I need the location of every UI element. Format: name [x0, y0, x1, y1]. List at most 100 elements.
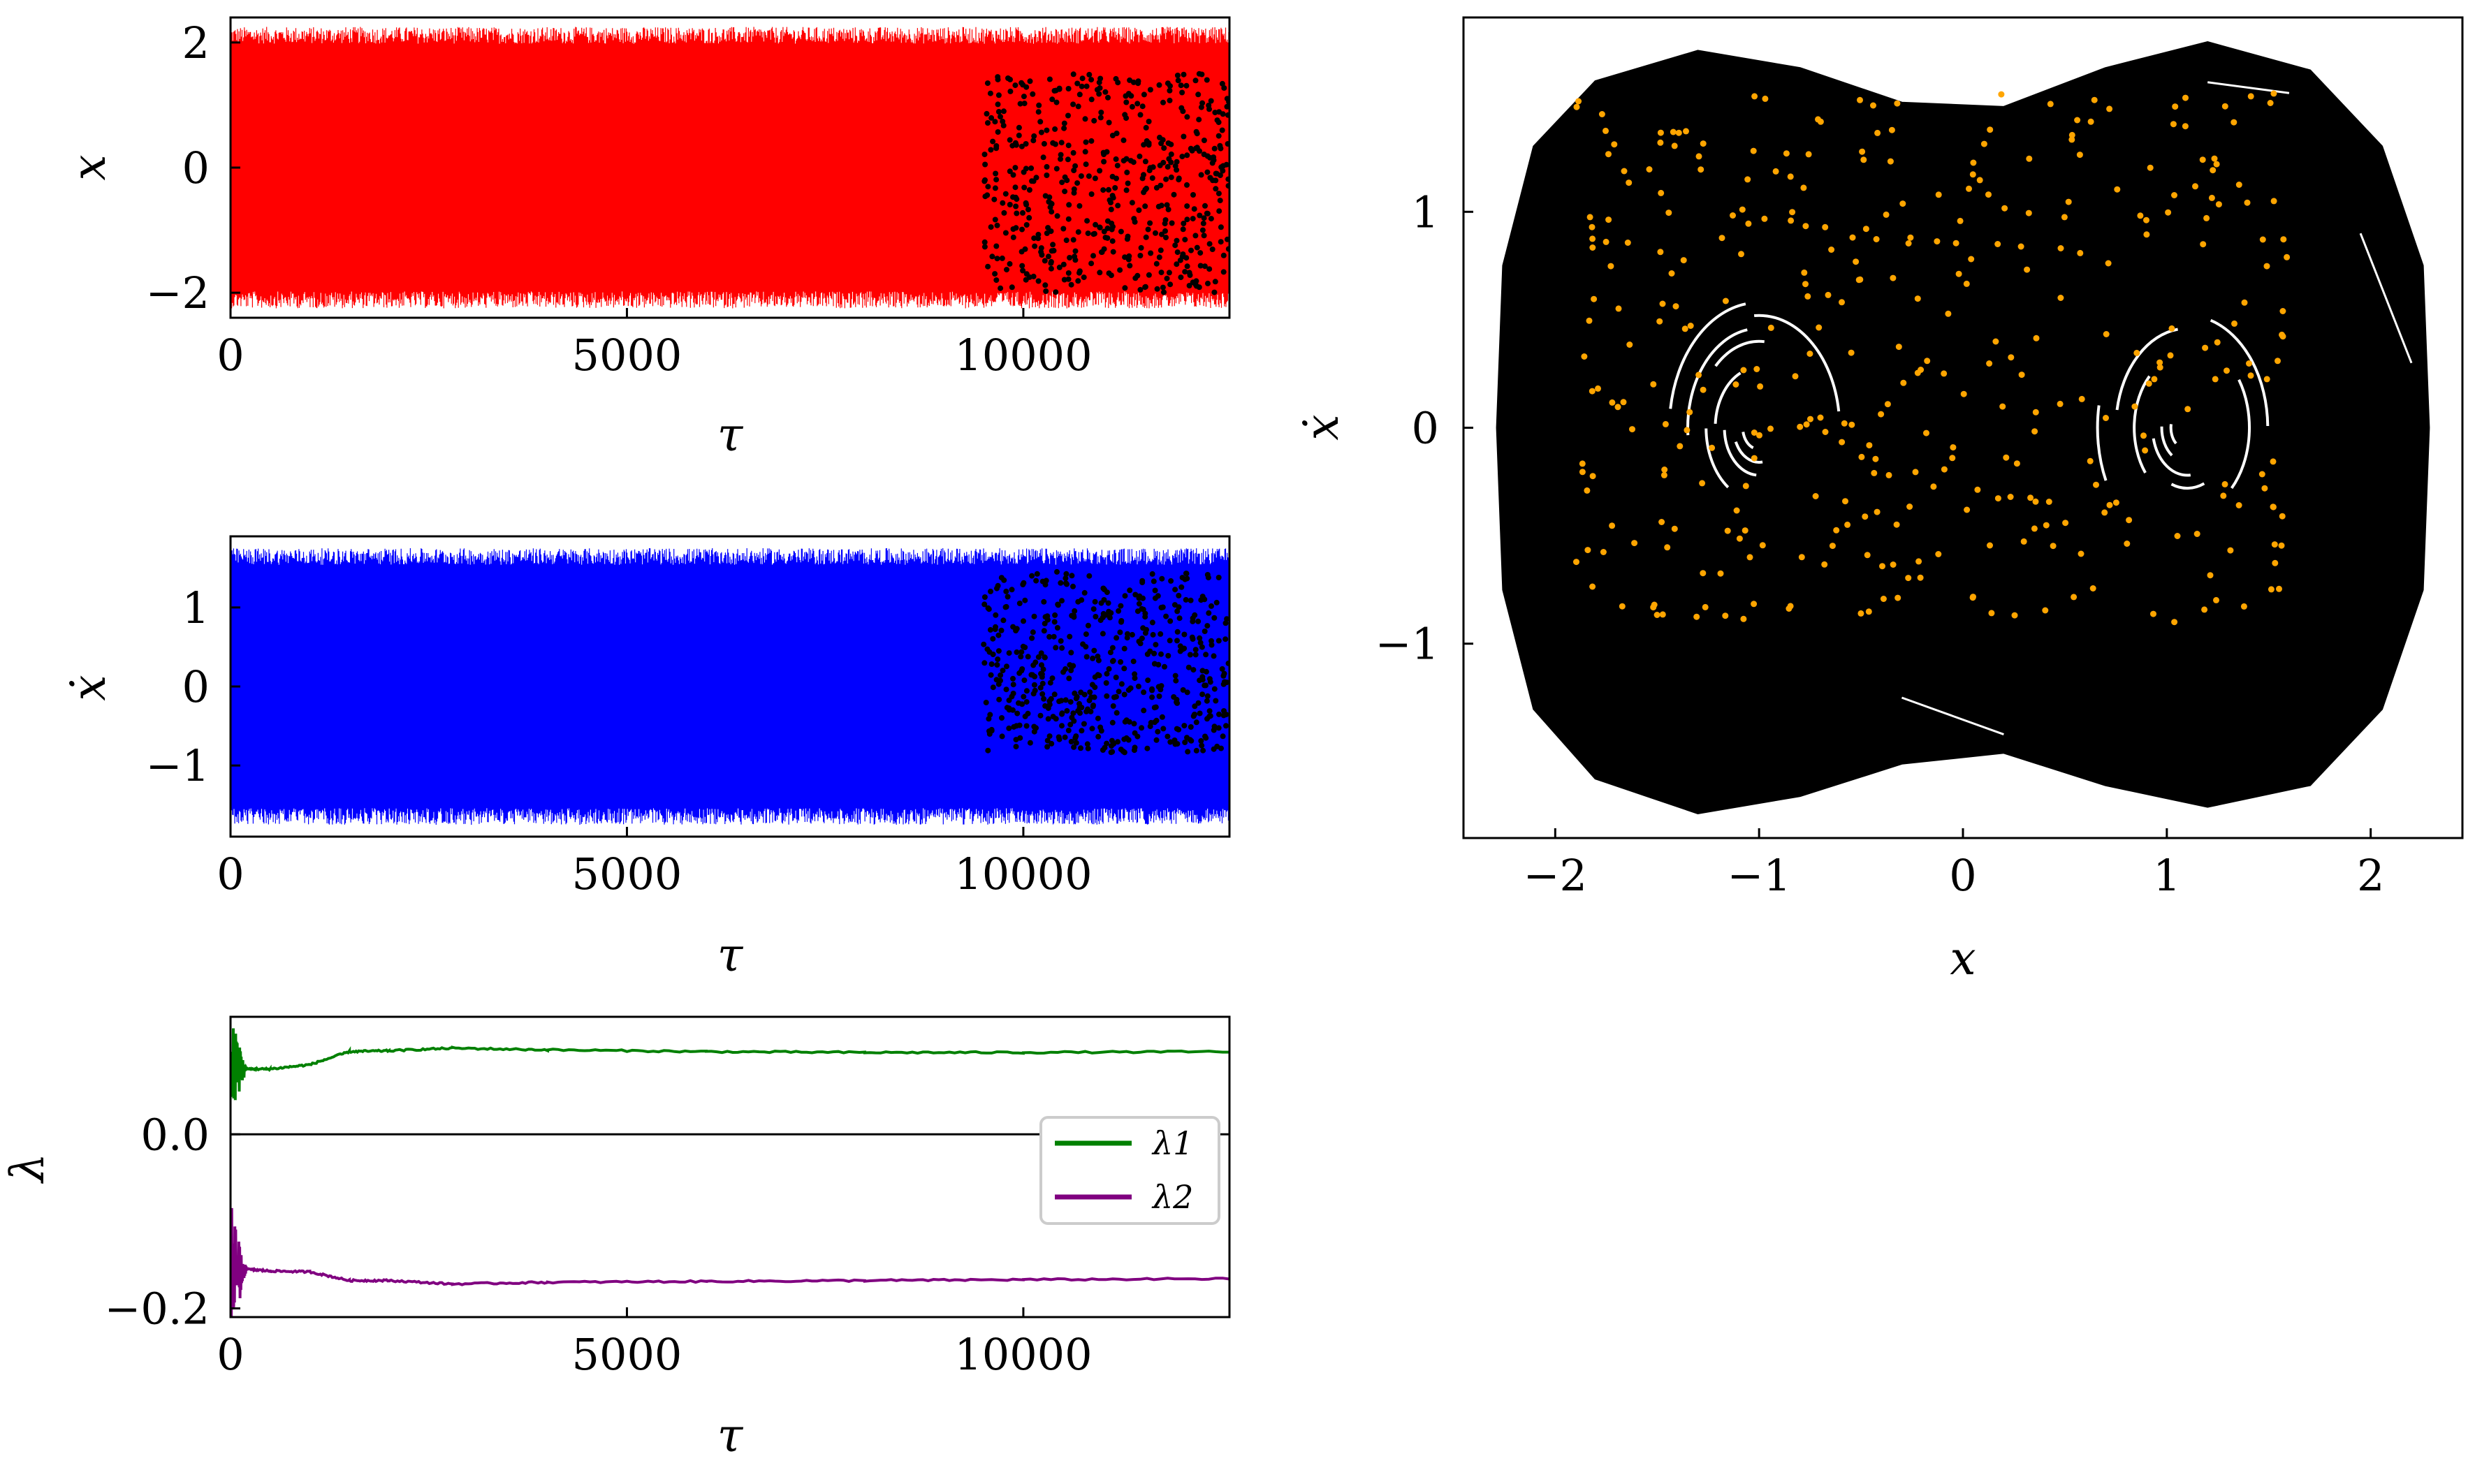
poincare-point — [1202, 263, 1208, 270]
section-point — [2231, 320, 2237, 327]
poincare-point — [1044, 744, 1051, 750]
section-point — [2279, 513, 2286, 520]
poincare-point — [1025, 654, 1031, 660]
section-point — [2077, 249, 2084, 256]
panel-lyapunov: 0 5000 10000 −0.2 0.0 τ λ λ1 λ2 — [1, 1015, 1231, 1462]
xdot-series-plot-area — [231, 548, 1229, 825]
poincare-point — [1078, 173, 1084, 179]
poincare-point — [1031, 728, 1037, 735]
poincare-point — [981, 239, 988, 245]
section-point — [2026, 155, 2033, 162]
poincare-point — [1052, 126, 1058, 132]
poincare-point — [1113, 156, 1119, 162]
section-point — [1660, 471, 1667, 478]
poincare-point — [1180, 646, 1186, 652]
poincare-point — [1187, 737, 1193, 743]
section-point — [1964, 506, 1971, 513]
section-point — [2142, 447, 2149, 454]
trajectory-gap — [1714, 372, 1742, 424]
section-point — [1661, 466, 1668, 473]
section-point — [1746, 554, 1753, 561]
poincare-point — [1121, 666, 1127, 672]
phase-yticks: −1 0 1 — [1375, 186, 1473, 670]
poincare-point — [994, 222, 1000, 228]
poincare-point — [1187, 272, 1193, 278]
poincare-point — [1073, 740, 1079, 746]
section-point — [2259, 236, 2266, 243]
poincare-point — [1088, 77, 1095, 83]
section-point — [2193, 531, 2200, 537]
section-point — [2114, 186, 2121, 193]
poincare-point — [1215, 725, 1222, 731]
poincare-point — [1163, 176, 1169, 182]
poincare-point — [1117, 267, 1123, 273]
poincare-point — [1025, 207, 1031, 212]
poincare-point — [1102, 744, 1108, 751]
poincare-point — [1012, 140, 1019, 146]
section-point — [2150, 610, 2156, 617]
xtick-label: 5000 — [572, 848, 682, 899]
section-point — [1992, 338, 1999, 345]
section-point — [1853, 258, 1860, 265]
poincare-point — [1190, 713, 1197, 719]
section-point — [2182, 123, 2189, 130]
poincare-point — [1009, 693, 1015, 700]
poincare-point — [1142, 203, 1148, 210]
poincare-point — [1206, 610, 1212, 616]
poincare-point — [988, 224, 994, 230]
poincare-point — [1121, 645, 1127, 652]
poincare-point — [1026, 214, 1032, 221]
section-point — [1817, 414, 1824, 421]
poincare-point — [1182, 269, 1188, 275]
section-point — [2270, 198, 2277, 205]
poincare-point — [1176, 604, 1182, 610]
poincare-point — [1075, 598, 1081, 605]
section-point — [1753, 366, 1760, 372]
section-point — [1812, 493, 1819, 499]
poincare-point — [1037, 119, 1044, 125]
poincare-point — [1043, 288, 1049, 294]
section-point — [2047, 101, 2054, 108]
poincare-point — [1083, 654, 1090, 660]
poincare-point — [1093, 614, 1099, 619]
poincare-point — [1143, 234, 1149, 240]
poincare-point — [1147, 648, 1153, 654]
poincare-point — [1041, 628, 1047, 634]
poincare-point — [1118, 228, 1124, 235]
poincare-point — [1204, 210, 1211, 216]
poincare-point — [1065, 86, 1072, 91]
poincare-point — [1120, 137, 1127, 143]
section-point — [1844, 521, 1851, 528]
poincare-point — [1075, 278, 1081, 284]
poincare-point — [1076, 268, 1083, 274]
section-point — [1994, 495, 2001, 502]
poincare-point — [1195, 618, 1202, 624]
x-series-ylabel: x — [62, 154, 116, 180]
poincare-point — [1102, 89, 1109, 95]
section-point — [1792, 373, 1799, 380]
poincare-point — [995, 656, 1001, 662]
section-point — [1950, 444, 1957, 451]
poincare-point — [1211, 727, 1217, 733]
lyapunov-yticks: −0.2 0.0 — [104, 1109, 240, 1335]
poincare-point — [1191, 206, 1197, 212]
poincare-point — [1159, 714, 1165, 720]
poincare-point — [995, 632, 1002, 638]
poincare-point — [1016, 601, 1023, 606]
poincare-point — [1199, 644, 1205, 650]
poincare-point — [1023, 699, 1030, 705]
poincare-point — [1204, 698, 1210, 704]
section-point — [2224, 367, 2230, 374]
poincare-point — [1150, 164, 1156, 170]
section-point — [2201, 606, 2208, 613]
poincare-point — [1033, 578, 1039, 584]
poincare-point — [1051, 88, 1058, 94]
poincare-point — [1141, 142, 1147, 148]
poincare-point — [1088, 260, 1095, 267]
section-point — [2078, 395, 2085, 402]
section-point — [2017, 243, 2024, 250]
section-point — [1664, 544, 1671, 551]
poincare-point — [1137, 112, 1144, 118]
poincare-point — [1108, 206, 1114, 212]
